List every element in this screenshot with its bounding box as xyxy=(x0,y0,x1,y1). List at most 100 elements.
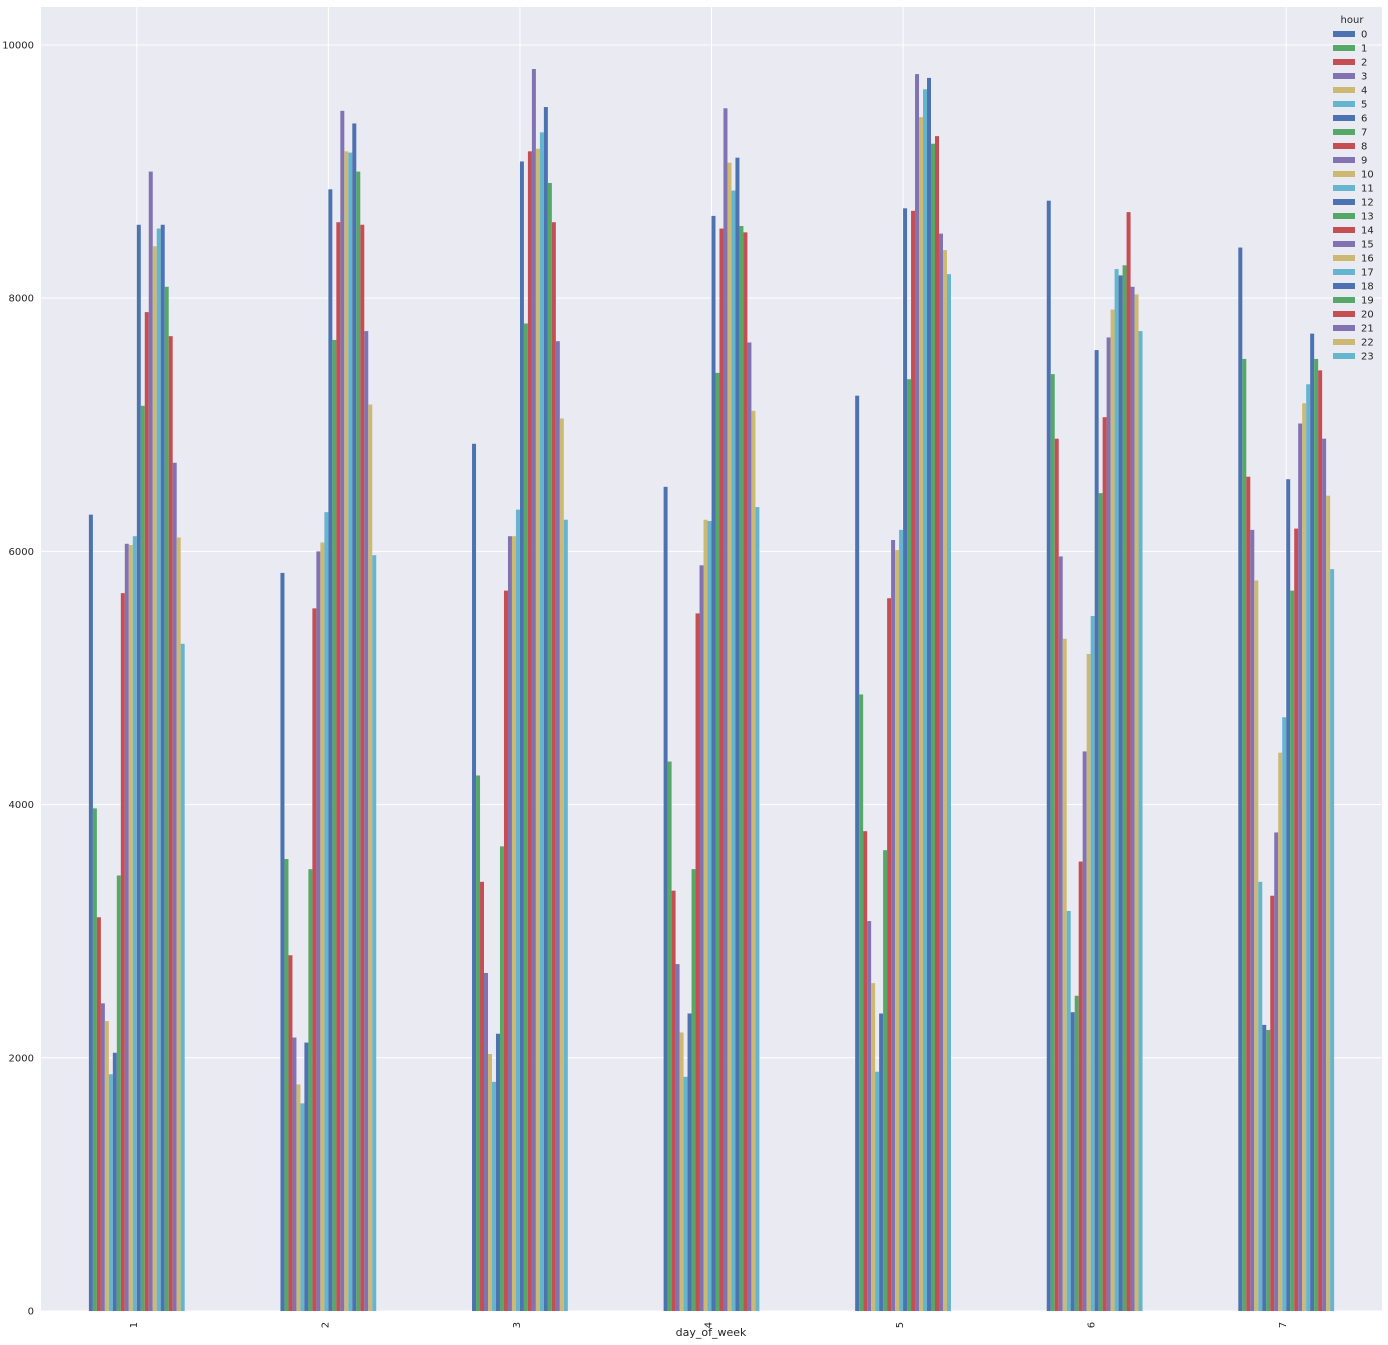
bar xyxy=(336,222,341,1312)
bar xyxy=(120,593,125,1311)
x-tick-label: 3 xyxy=(512,1322,523,1328)
legend-swatch xyxy=(1333,171,1355,177)
bar xyxy=(1258,881,1263,1311)
bars xyxy=(88,69,1335,1312)
bar xyxy=(308,869,313,1311)
y-tick-label: 6000 xyxy=(9,547,34,558)
legend-label: 17 xyxy=(1361,268,1374,279)
bar xyxy=(719,228,724,1311)
bar xyxy=(348,152,353,1312)
x-tick-label: 7 xyxy=(1278,1322,1289,1328)
bar xyxy=(507,536,512,1311)
legend-swatch xyxy=(1333,283,1355,289)
bar xyxy=(703,519,708,1311)
legend-label: 23 xyxy=(1361,352,1374,363)
bar xyxy=(899,529,904,1311)
bar xyxy=(1086,653,1091,1311)
legend-label: 19 xyxy=(1361,296,1374,307)
bar xyxy=(683,1076,688,1311)
legend-title: hour xyxy=(1341,15,1365,26)
bar xyxy=(472,443,477,1311)
bar xyxy=(356,171,361,1312)
bar xyxy=(927,77,932,1311)
bar xyxy=(1070,1012,1075,1311)
bar xyxy=(875,1071,880,1311)
legend-swatch xyxy=(1333,59,1355,65)
bar xyxy=(731,190,736,1311)
bar xyxy=(128,545,133,1311)
legend-swatch xyxy=(1333,255,1355,261)
bar xyxy=(935,136,939,1311)
legend-swatch xyxy=(1333,325,1355,331)
bar xyxy=(360,224,365,1311)
legend-swatch xyxy=(1333,143,1355,149)
bar xyxy=(715,372,720,1311)
bar xyxy=(1254,580,1259,1311)
bar xyxy=(280,572,285,1311)
bar xyxy=(1310,333,1315,1311)
bar xyxy=(1262,1024,1267,1311)
legend-swatch xyxy=(1333,297,1355,303)
bar xyxy=(711,215,716,1311)
legend-label: 21 xyxy=(1361,324,1374,335)
bar xyxy=(488,1054,492,1311)
bar xyxy=(1266,1029,1271,1311)
bar xyxy=(96,917,101,1311)
bar xyxy=(100,1003,105,1311)
x-tick-label: 5 xyxy=(895,1322,906,1328)
bar xyxy=(1318,370,1323,1312)
bar xyxy=(911,210,916,1312)
bar xyxy=(152,246,157,1311)
bar xyxy=(156,228,161,1311)
bar xyxy=(1106,337,1111,1311)
bar xyxy=(559,418,564,1312)
bar xyxy=(300,1103,305,1311)
bar xyxy=(328,189,333,1311)
bar xyxy=(755,507,760,1312)
bar xyxy=(671,890,676,1311)
legend-swatch xyxy=(1333,101,1355,107)
bar xyxy=(675,964,680,1311)
y-tick-label: 4000 xyxy=(9,800,34,811)
bar xyxy=(942,250,947,1312)
legend-swatch xyxy=(1333,353,1355,359)
bar xyxy=(1082,751,1087,1311)
bar xyxy=(527,151,532,1312)
bar xyxy=(108,1074,113,1311)
bar xyxy=(484,972,488,1311)
legend-swatch xyxy=(1333,129,1355,135)
legend-label: 11 xyxy=(1361,184,1374,195)
legend-label: 18 xyxy=(1361,282,1374,293)
bar xyxy=(503,590,508,1311)
bar xyxy=(88,514,93,1311)
bar xyxy=(124,543,129,1311)
bar xyxy=(499,846,504,1311)
legend-swatch xyxy=(1333,339,1355,345)
bar xyxy=(1098,493,1103,1311)
bar xyxy=(1054,438,1059,1312)
bar xyxy=(1118,275,1123,1311)
legend-swatch xyxy=(1333,45,1355,51)
bar xyxy=(340,110,345,1311)
legend-label: 5 xyxy=(1361,100,1367,111)
bar xyxy=(543,107,548,1311)
bar xyxy=(364,331,369,1312)
legend-label: 7 xyxy=(1361,128,1367,139)
legend-label: 0 xyxy=(1361,30,1367,41)
bar xyxy=(1122,265,1127,1311)
bar xyxy=(1110,309,1115,1312)
legend-label: 16 xyxy=(1361,254,1374,265)
bar xyxy=(903,208,908,1311)
legend-swatch xyxy=(1333,185,1355,191)
bar xyxy=(879,1013,884,1311)
bar xyxy=(1050,374,1055,1311)
y-tick-label: 0 xyxy=(28,1307,34,1318)
bar xyxy=(168,336,173,1311)
bar xyxy=(316,551,321,1311)
bar xyxy=(1066,910,1071,1311)
bar xyxy=(679,1032,684,1311)
legend-label: 2 xyxy=(1361,58,1367,69)
bar xyxy=(551,222,556,1312)
bar xyxy=(739,226,744,1311)
legend-swatch xyxy=(1333,227,1355,233)
